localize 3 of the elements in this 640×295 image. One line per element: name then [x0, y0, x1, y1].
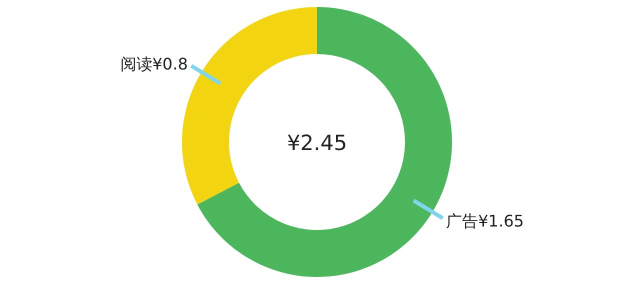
slice-label: 阅读¥0.8 — [120, 54, 188, 74]
text: ¥2.45 — [286, 131, 348, 155]
slice-label: 广告¥1.65 — [446, 211, 524, 230]
